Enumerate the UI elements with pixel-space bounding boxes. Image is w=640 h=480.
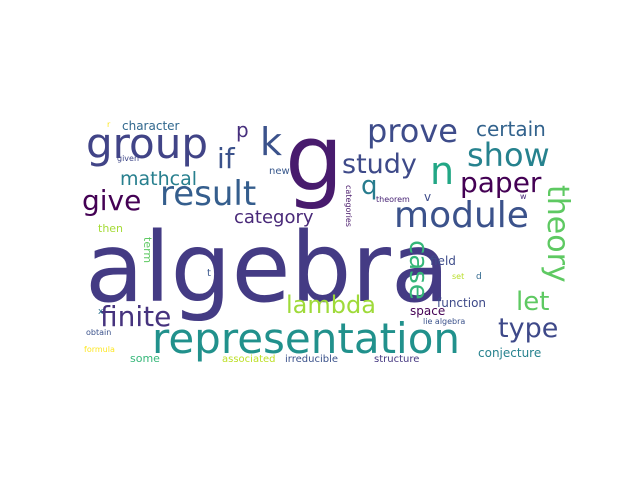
word-r: r [107, 120, 111, 129]
word-mathcal: mathcal [120, 168, 198, 190]
word-result: result [160, 174, 257, 214]
word-set: set [452, 272, 465, 281]
word-character: character [122, 119, 180, 133]
word-then: then [98, 222, 124, 235]
word-v: v [424, 190, 432, 204]
word-cloud: algebra g representation module group pr… [80, 105, 580, 370]
word-case: case [403, 240, 433, 300]
word-q: q [361, 171, 378, 201]
word-group: group [86, 119, 208, 168]
word-show: show [467, 136, 550, 174]
word-some: some [130, 352, 160, 365]
word-structure: structure [374, 354, 420, 365]
word-theorem: theorem [376, 195, 410, 204]
word-conjecture: conjecture [478, 346, 542, 360]
word-category: category [234, 207, 314, 228]
word-k: k [260, 120, 283, 164]
word-representation: representation [152, 314, 461, 363]
word-lambda: lambda [286, 291, 376, 319]
word-t: t [207, 268, 211, 279]
word-given: given [117, 154, 140, 163]
word-let: let [516, 287, 550, 317]
word-type: type [498, 313, 559, 344]
word-categories: categories [344, 185, 353, 227]
word-new: new [269, 166, 290, 177]
word-paper: paper [460, 166, 542, 199]
word-certain: certain [476, 117, 546, 141]
word-space: space [410, 304, 446, 318]
word-x: x [98, 307, 104, 317]
word-study: study [342, 149, 417, 180]
word-prove: prove [367, 112, 458, 150]
word-term: term [141, 237, 154, 264]
word-give: give [82, 184, 142, 217]
word-irreducible: irreducible [285, 354, 338, 365]
word-finite: finite [100, 300, 172, 333]
word-w: w [520, 192, 527, 201]
word-algebra: algebra [85, 212, 450, 324]
word-n: n [430, 149, 455, 193]
word-associated: associated [222, 354, 276, 365]
word-module: module [394, 195, 529, 236]
word-p: p [236, 118, 249, 142]
word-if: if [217, 142, 235, 175]
word-function: function [437, 296, 487, 310]
word-d: d [476, 272, 482, 282]
word-g: g [285, 105, 344, 212]
word-obtain: obtain [86, 328, 112, 337]
word-theory: theory [540, 185, 575, 283]
word-field: field [430, 254, 456, 268]
word-lie-algebra: lie algebra [423, 317, 466, 326]
word-formula: formula [84, 345, 115, 354]
